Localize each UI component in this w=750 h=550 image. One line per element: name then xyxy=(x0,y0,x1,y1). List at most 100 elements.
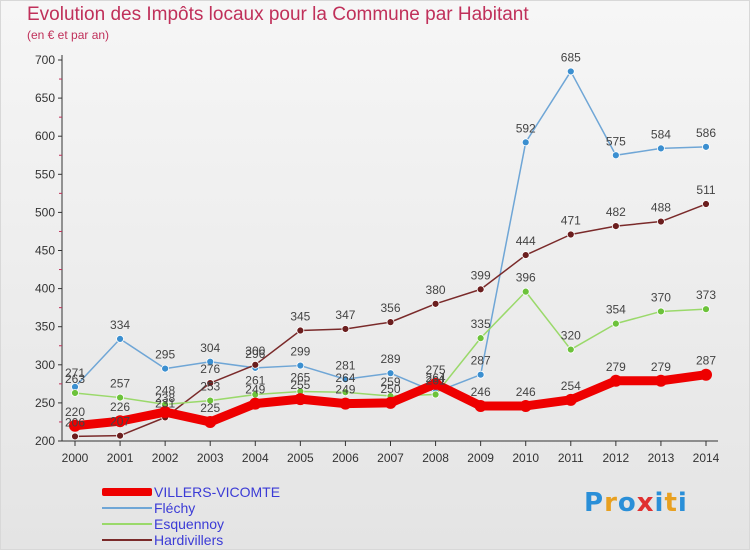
data-point xyxy=(657,144,665,153)
data-label: 253 xyxy=(200,380,220,394)
data-label: 300 xyxy=(245,344,265,358)
data-label: 444 xyxy=(516,234,536,248)
data-label: 279 xyxy=(606,360,626,374)
data-label: 320 xyxy=(561,329,581,343)
x-tick-label: 2003 xyxy=(197,451,224,465)
y-tick-label: 650 xyxy=(35,91,55,105)
data-point xyxy=(206,379,215,387)
data-label: 685 xyxy=(561,50,581,64)
x-tick-label: 2001 xyxy=(107,451,134,465)
data-label: 225 xyxy=(200,401,220,415)
data-point xyxy=(611,151,620,160)
data-point xyxy=(339,397,352,410)
data-label: 263 xyxy=(65,372,85,386)
data-label: 399 xyxy=(471,268,491,282)
data-label: 265 xyxy=(290,370,310,384)
data-point xyxy=(386,318,395,327)
data-point xyxy=(206,357,215,366)
data-point xyxy=(69,419,81,432)
data-point xyxy=(116,334,124,343)
data-label: 238 xyxy=(155,391,175,405)
data-label: 347 xyxy=(335,308,355,322)
data-label: 226 xyxy=(110,400,130,414)
data-point xyxy=(429,377,442,390)
data-point xyxy=(476,285,485,294)
data-point xyxy=(521,138,530,147)
data-point xyxy=(702,305,710,314)
data-label: 373 xyxy=(696,288,716,302)
data-label: 275 xyxy=(426,363,446,377)
x-tick-label: 2011 xyxy=(558,451,584,465)
data-point xyxy=(611,222,620,231)
data-label: 354 xyxy=(606,303,626,317)
data-label: 257 xyxy=(110,377,130,391)
data-point xyxy=(611,319,620,328)
x-tick-label: 2010 xyxy=(512,451,539,465)
data-point xyxy=(431,390,440,399)
x-tick-label: 2004 xyxy=(242,451,269,465)
data-label: 335 xyxy=(471,317,491,331)
data-point xyxy=(384,396,397,409)
legend: VILLERS-VICOMTE Fléchy Esquennoy Hardivi… xyxy=(102,484,402,548)
data-label: 276 xyxy=(200,362,220,376)
data-label: 246 xyxy=(471,385,491,399)
data-label: 370 xyxy=(651,290,671,304)
y-tick-label: 400 xyxy=(35,282,55,296)
x-tick-label: 2007 xyxy=(377,451,404,465)
data-point xyxy=(116,431,124,440)
data-point xyxy=(702,142,710,151)
y-tick-label: 250 xyxy=(35,396,55,410)
data-point xyxy=(159,406,172,419)
data-point xyxy=(251,360,260,369)
data-label: 488 xyxy=(651,201,671,215)
data-point xyxy=(702,200,710,208)
data-label: 271 xyxy=(65,366,85,380)
x-tick-label: 2014 xyxy=(693,451,720,465)
data-label: 471 xyxy=(561,213,581,227)
data-point xyxy=(476,370,485,379)
x-tick-label: 2012 xyxy=(603,451,630,465)
data-point xyxy=(206,396,215,405)
legend-swatch xyxy=(102,539,152,541)
data-label: 380 xyxy=(426,283,446,297)
data-label: 281 xyxy=(335,358,355,372)
data-label: 287 xyxy=(696,354,716,368)
legend-item-flechy[interactable]: Fléchy xyxy=(102,500,402,516)
data-point xyxy=(566,345,575,354)
legend-item-hardivillers[interactable]: Hardivillers xyxy=(102,532,402,548)
data-label: 295 xyxy=(155,348,175,362)
logo-letter: o xyxy=(617,488,637,518)
data-label: 575 xyxy=(606,134,626,148)
data-label: 287 xyxy=(471,354,491,368)
data-label: 259 xyxy=(380,375,400,389)
data-point xyxy=(654,374,667,387)
data-label: 334 xyxy=(110,318,130,332)
chart-title: Evolution des Impôts locaux pour la Comm… xyxy=(27,4,529,25)
data-label: 345 xyxy=(290,310,310,324)
data-label: 220 xyxy=(65,405,85,419)
legend-item-villers-vicomte[interactable]: VILLERS-VICOMTE xyxy=(102,484,402,500)
data-label: 250 xyxy=(380,382,400,396)
legend-label: VILLERS-VICOMTE xyxy=(154,484,281,500)
legend-item-esquennoy[interactable]: Esquennoy xyxy=(102,516,402,532)
legend-swatch xyxy=(102,488,152,496)
legend-label: Hardivillers xyxy=(154,532,224,548)
data-label: 249 xyxy=(335,383,355,397)
data-label: 396 xyxy=(516,271,536,285)
data-point xyxy=(474,399,487,412)
series-line-0 xyxy=(74,70,707,393)
logo-letter: r xyxy=(604,488,618,518)
data-label: 304 xyxy=(200,341,220,355)
data-label: 206 xyxy=(65,415,85,429)
data-point xyxy=(521,287,530,296)
data-point xyxy=(71,389,79,397)
data-point xyxy=(521,251,530,259)
y-tick-label: 600 xyxy=(35,129,55,143)
data-label: 584 xyxy=(651,127,671,141)
x-tick-label: 2013 xyxy=(648,451,675,465)
data-point xyxy=(341,375,350,384)
data-label: 264 xyxy=(335,371,355,385)
x-tick-label: 2006 xyxy=(332,451,359,465)
data-label: 261 xyxy=(426,374,446,388)
data-point xyxy=(161,364,170,373)
